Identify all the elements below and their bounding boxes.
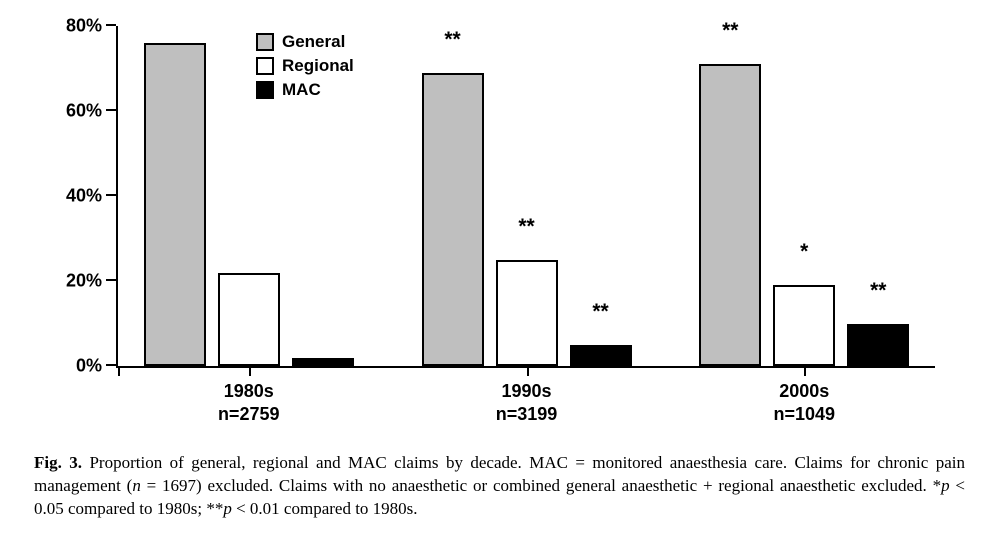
- y-tick-label: 0%: [76, 356, 102, 377]
- x-tick: [527, 366, 529, 376]
- bar-mac: [570, 345, 632, 366]
- y-tick-label: 80%: [66, 16, 102, 37]
- y-tick: [106, 194, 116, 196]
- bar-regional: [218, 273, 280, 367]
- caption-sig2-post: < 0.01 compared to 1980s.: [232, 499, 418, 518]
- x-tick: [804, 366, 806, 376]
- y-tick: [106, 279, 116, 281]
- y-tick: [106, 109, 116, 111]
- significance-marker: **: [518, 216, 534, 237]
- bar-general: [144, 43, 206, 366]
- bar-mac: [292, 358, 354, 367]
- figure-container: % of total claims in time period General…: [0, 0, 999, 547]
- caption-sig1-pre: *: [933, 476, 942, 495]
- significance-marker: **: [444, 29, 460, 50]
- caption-p2-italic: p: [223, 499, 232, 518]
- x-tick: [118, 366, 120, 376]
- bar-regional: [773, 285, 835, 366]
- chart-area: % of total claims in time period General…: [28, 18, 971, 448]
- y-tick: [106, 24, 116, 26]
- bar-group: *****: [699, 26, 909, 366]
- caption-n-italic: n: [132, 476, 141, 495]
- y-tick-label: 60%: [66, 101, 102, 122]
- figure-caption: Fig. 3. Proportion of general, regional …: [28, 452, 971, 521]
- significance-marker: **: [722, 20, 738, 41]
- caption-sig2-pre: **: [206, 499, 223, 518]
- x-tick: [249, 366, 251, 376]
- significance-marker: *: [800, 241, 808, 262]
- plot-area: % of total claims in time period General…: [116, 26, 935, 368]
- x-group-label: 1980sn=2759: [218, 380, 280, 425]
- caption-p1-italic: p: [941, 476, 950, 495]
- bar-general: [699, 64, 761, 366]
- x-group-label: 1990sn=3199: [496, 380, 558, 425]
- caption-text-2: = 1697) excluded. Claims with no anaesth…: [141, 476, 933, 495]
- y-tick: [106, 364, 116, 366]
- y-tick-label: 20%: [66, 271, 102, 292]
- x-group-label: 2000sn=1049: [773, 380, 835, 425]
- caption-lead: Fig. 3.: [34, 453, 82, 472]
- bar-group: ** ** **: [422, 26, 632, 366]
- y-tick-label: 40%: [66, 186, 102, 207]
- bar-mac: [847, 324, 909, 367]
- bar-regional: [496, 260, 558, 366]
- significance-marker: **: [592, 301, 608, 322]
- significance-marker: **: [870, 280, 886, 301]
- bar-general: [422, 73, 484, 366]
- bar-group: [144, 26, 354, 366]
